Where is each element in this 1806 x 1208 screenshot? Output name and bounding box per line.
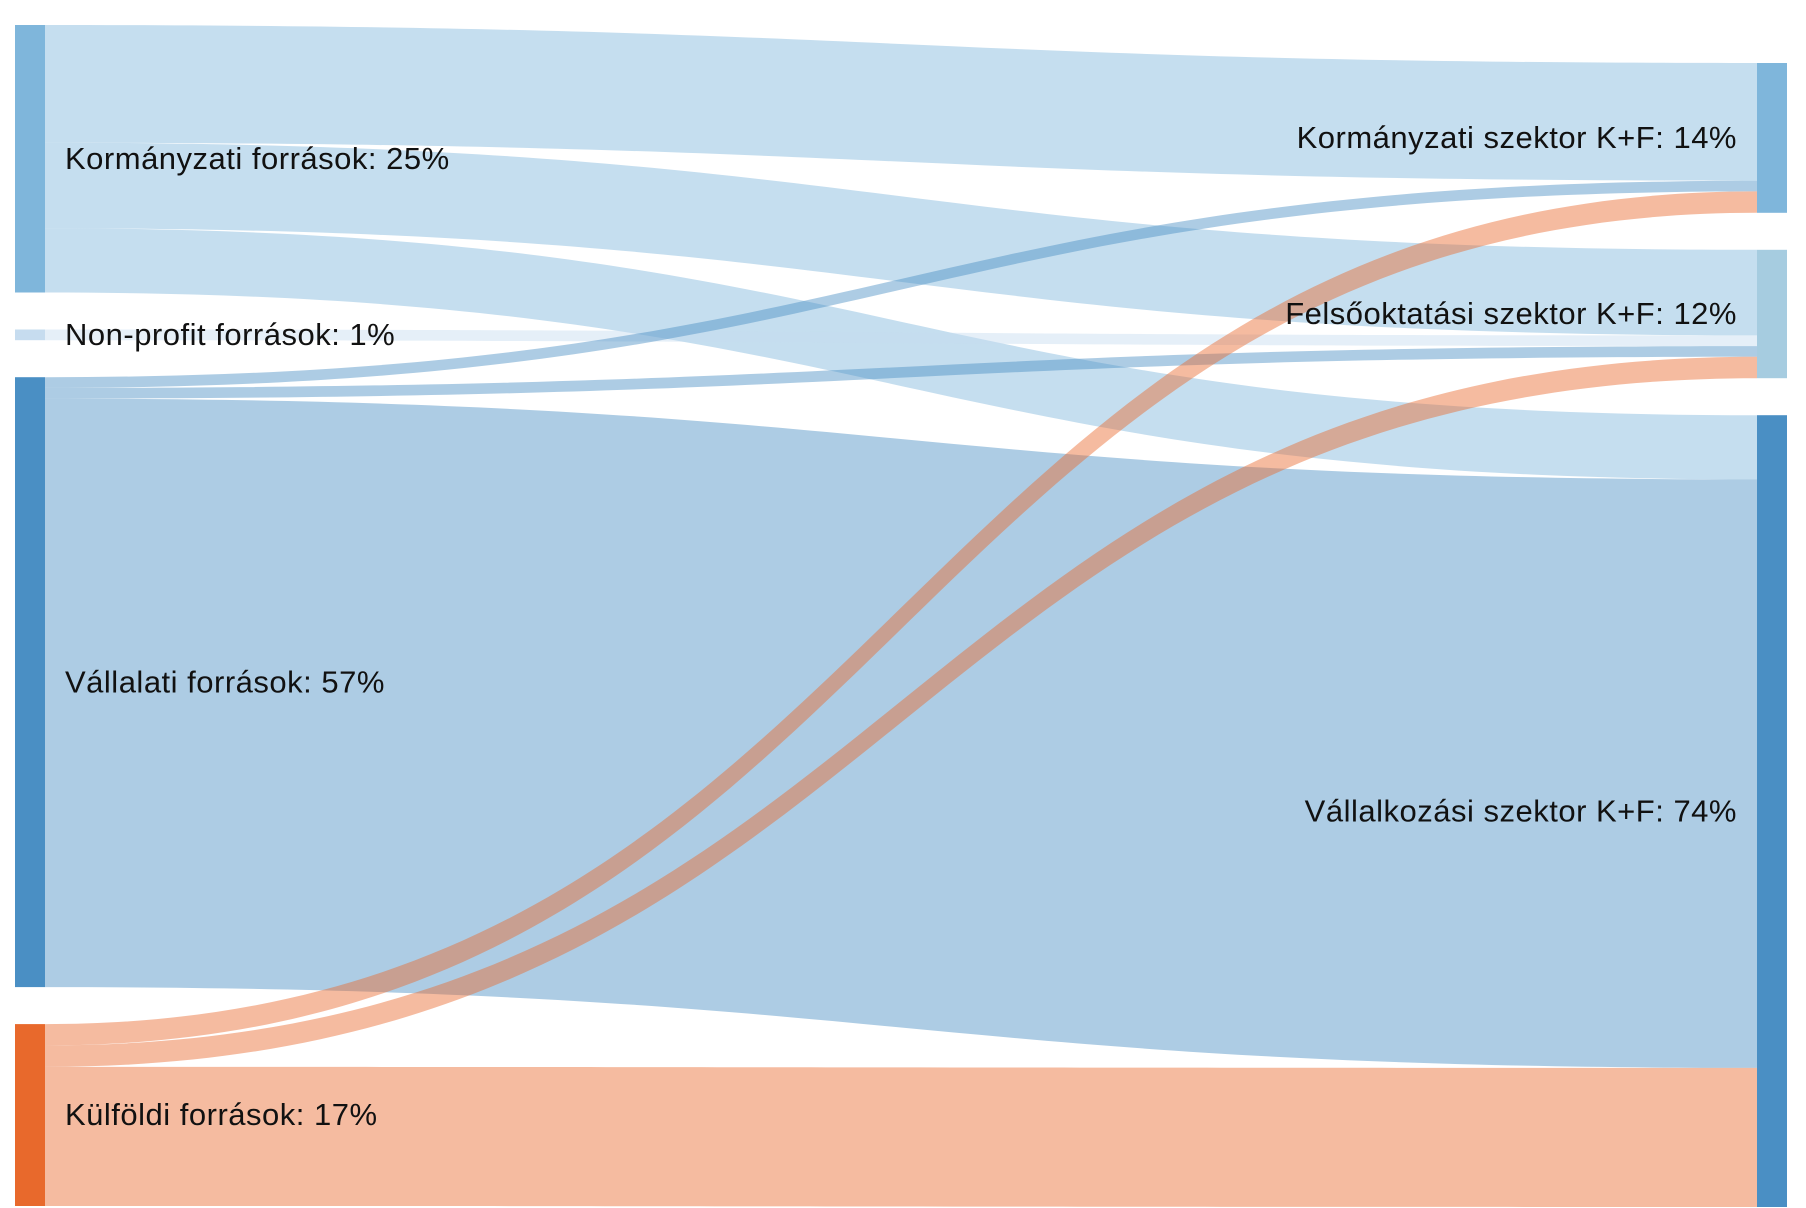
node-label: Non-profit források: 1% (65, 317, 395, 352)
node (1757, 63, 1787, 213)
node-label: Külföldi források: 17% (65, 1097, 378, 1132)
node-label: Kormányzati szektor K+F: 14% (1297, 120, 1737, 155)
node (15, 377, 45, 988)
node (15, 25, 45, 293)
flow-link (45, 398, 1757, 1068)
node (1757, 249, 1787, 379)
flow-link (45, 191, 1757, 1046)
flow-link (45, 346, 1757, 399)
flow-link (45, 1066, 1757, 1207)
flow-link (45, 329, 1757, 347)
node-label: Vállalati források: 57% (65, 664, 385, 699)
node (1757, 415, 1787, 1207)
flow-link (45, 228, 1757, 480)
flow-link (45, 25, 1757, 181)
flow-link (45, 142, 1757, 336)
node-label: Vállalkozási szektor K+F: 74% (1305, 793, 1737, 828)
node (15, 1024, 45, 1206)
flow-link (45, 356, 1757, 1067)
node-label: Kormányzati források: 25% (65, 141, 450, 176)
node-label: Felsőoktatási szektor K+F: 12% (1285, 296, 1737, 331)
flow-link (45, 180, 1757, 388)
node (15, 329, 45, 341)
